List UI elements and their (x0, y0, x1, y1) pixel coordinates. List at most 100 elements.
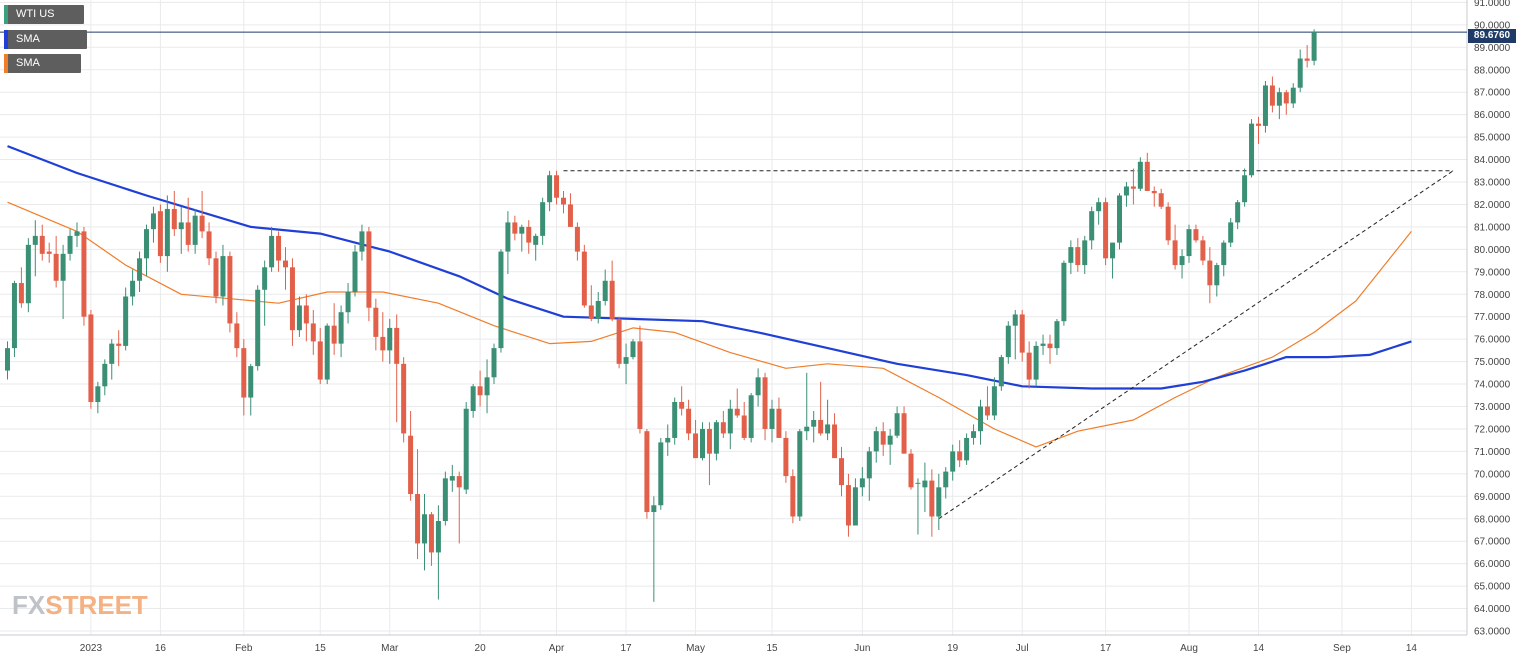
candle (1040, 334, 1046, 355)
candle (150, 206, 156, 243)
candle-body (873, 431, 879, 452)
candle (915, 478, 921, 535)
candle-body (387, 327, 393, 351)
y-tick-label: 73.0000 (1474, 402, 1511, 413)
candle (269, 226, 275, 272)
candle-body (53, 253, 59, 281)
candle-body (234, 323, 240, 349)
candle-body (456, 476, 462, 488)
candle (102, 359, 108, 396)
candle (199, 190, 205, 239)
candle (588, 285, 594, 322)
candle-body (1186, 229, 1192, 257)
candle-body (1304, 58, 1310, 61)
candle (1137, 157, 1143, 191)
candle-body (1144, 161, 1150, 191)
y-tick-label: 88.0000 (1474, 65, 1511, 76)
candle (1123, 182, 1129, 207)
candle-body (964, 437, 970, 461)
candle (998, 354, 1004, 391)
candle-body (60, 253, 66, 281)
candle (276, 231, 282, 272)
candle (679, 386, 685, 416)
candle-body (74, 231, 80, 236)
candle-body (1110, 242, 1116, 259)
y-tick-label: 69.0000 (1474, 492, 1511, 503)
candle-body (116, 343, 122, 346)
candle (1117, 193, 1122, 250)
candle (491, 343, 497, 385)
candle (352, 244, 358, 297)
candle-body (1165, 206, 1171, 241)
candle-body (310, 323, 316, 342)
candle (797, 428, 803, 521)
candle (213, 251, 219, 304)
candle-body (811, 419, 817, 427)
candle-body (435, 520, 441, 553)
candle-body (1172, 240, 1178, 266)
candle-body (1123, 186, 1129, 196)
y-tick-label: 67.0000 (1474, 537, 1511, 548)
candle-body (950, 451, 956, 472)
candle (289, 258, 295, 346)
candle-body (380, 336, 386, 351)
y-tick-label: 64.0000 (1474, 604, 1511, 615)
candle-body (498, 251, 504, 349)
candle (1228, 217, 1234, 248)
candle (554, 170, 560, 205)
legend-sma100[interactable]: SMA (100,0) (4, 30, 87, 64)
candle-body (943, 471, 949, 488)
candle-body (658, 442, 664, 506)
candle-body (199, 215, 205, 232)
candle (1019, 309, 1025, 362)
candle (609, 260, 615, 322)
candle-body (345, 292, 351, 313)
candle-body (359, 231, 365, 252)
y-tick-label: 77.0000 (1474, 312, 1511, 323)
candle (1207, 247, 1213, 304)
candle-body (1235, 202, 1241, 223)
candle-body (734, 408, 740, 416)
candle-body (526, 226, 532, 243)
candle (1283, 89, 1289, 115)
sma100-line (7, 145, 1412, 390)
x-tick-label: 16 (155, 643, 167, 654)
candle-body (289, 267, 295, 331)
candle (1096, 197, 1102, 225)
candle (109, 339, 115, 380)
candle (1269, 76, 1275, 113)
candle-body (519, 226, 525, 234)
candle-body (178, 222, 184, 230)
legend-wti[interactable]: WTI US OIL (4, 5, 84, 39)
candle-body (706, 428, 712, 454)
candle (1242, 168, 1248, 207)
candle (1005, 321, 1011, 364)
fxstreet-logo: FXSTREET (12, 590, 148, 621)
candle (1200, 235, 1206, 266)
candle-body (679, 402, 685, 409)
annotation-lines (0, 31, 1467, 520)
candle (456, 471, 462, 544)
candle-body (1117, 195, 1122, 243)
candle (1158, 188, 1164, 209)
candle-body (373, 307, 379, 337)
candle-body (150, 213, 156, 230)
candle-body (894, 413, 900, 436)
candle-body (415, 494, 421, 544)
candle (18, 267, 24, 308)
candle (602, 269, 608, 306)
x-tick-label: 15 (315, 643, 327, 654)
candle (5, 341, 10, 380)
candle (296, 296, 302, 337)
y-tick-label: 79.0000 (1474, 267, 1511, 278)
candle (839, 446, 844, 497)
legend-sma50[interactable]: SMA (50,0) (4, 54, 81, 88)
candle-body (67, 235, 73, 254)
candle-body (102, 363, 108, 387)
candle (859, 467, 865, 497)
candle-body (686, 408, 692, 434)
candle-body (644, 431, 650, 513)
candle (1214, 262, 1220, 297)
candle-body (164, 208, 170, 257)
